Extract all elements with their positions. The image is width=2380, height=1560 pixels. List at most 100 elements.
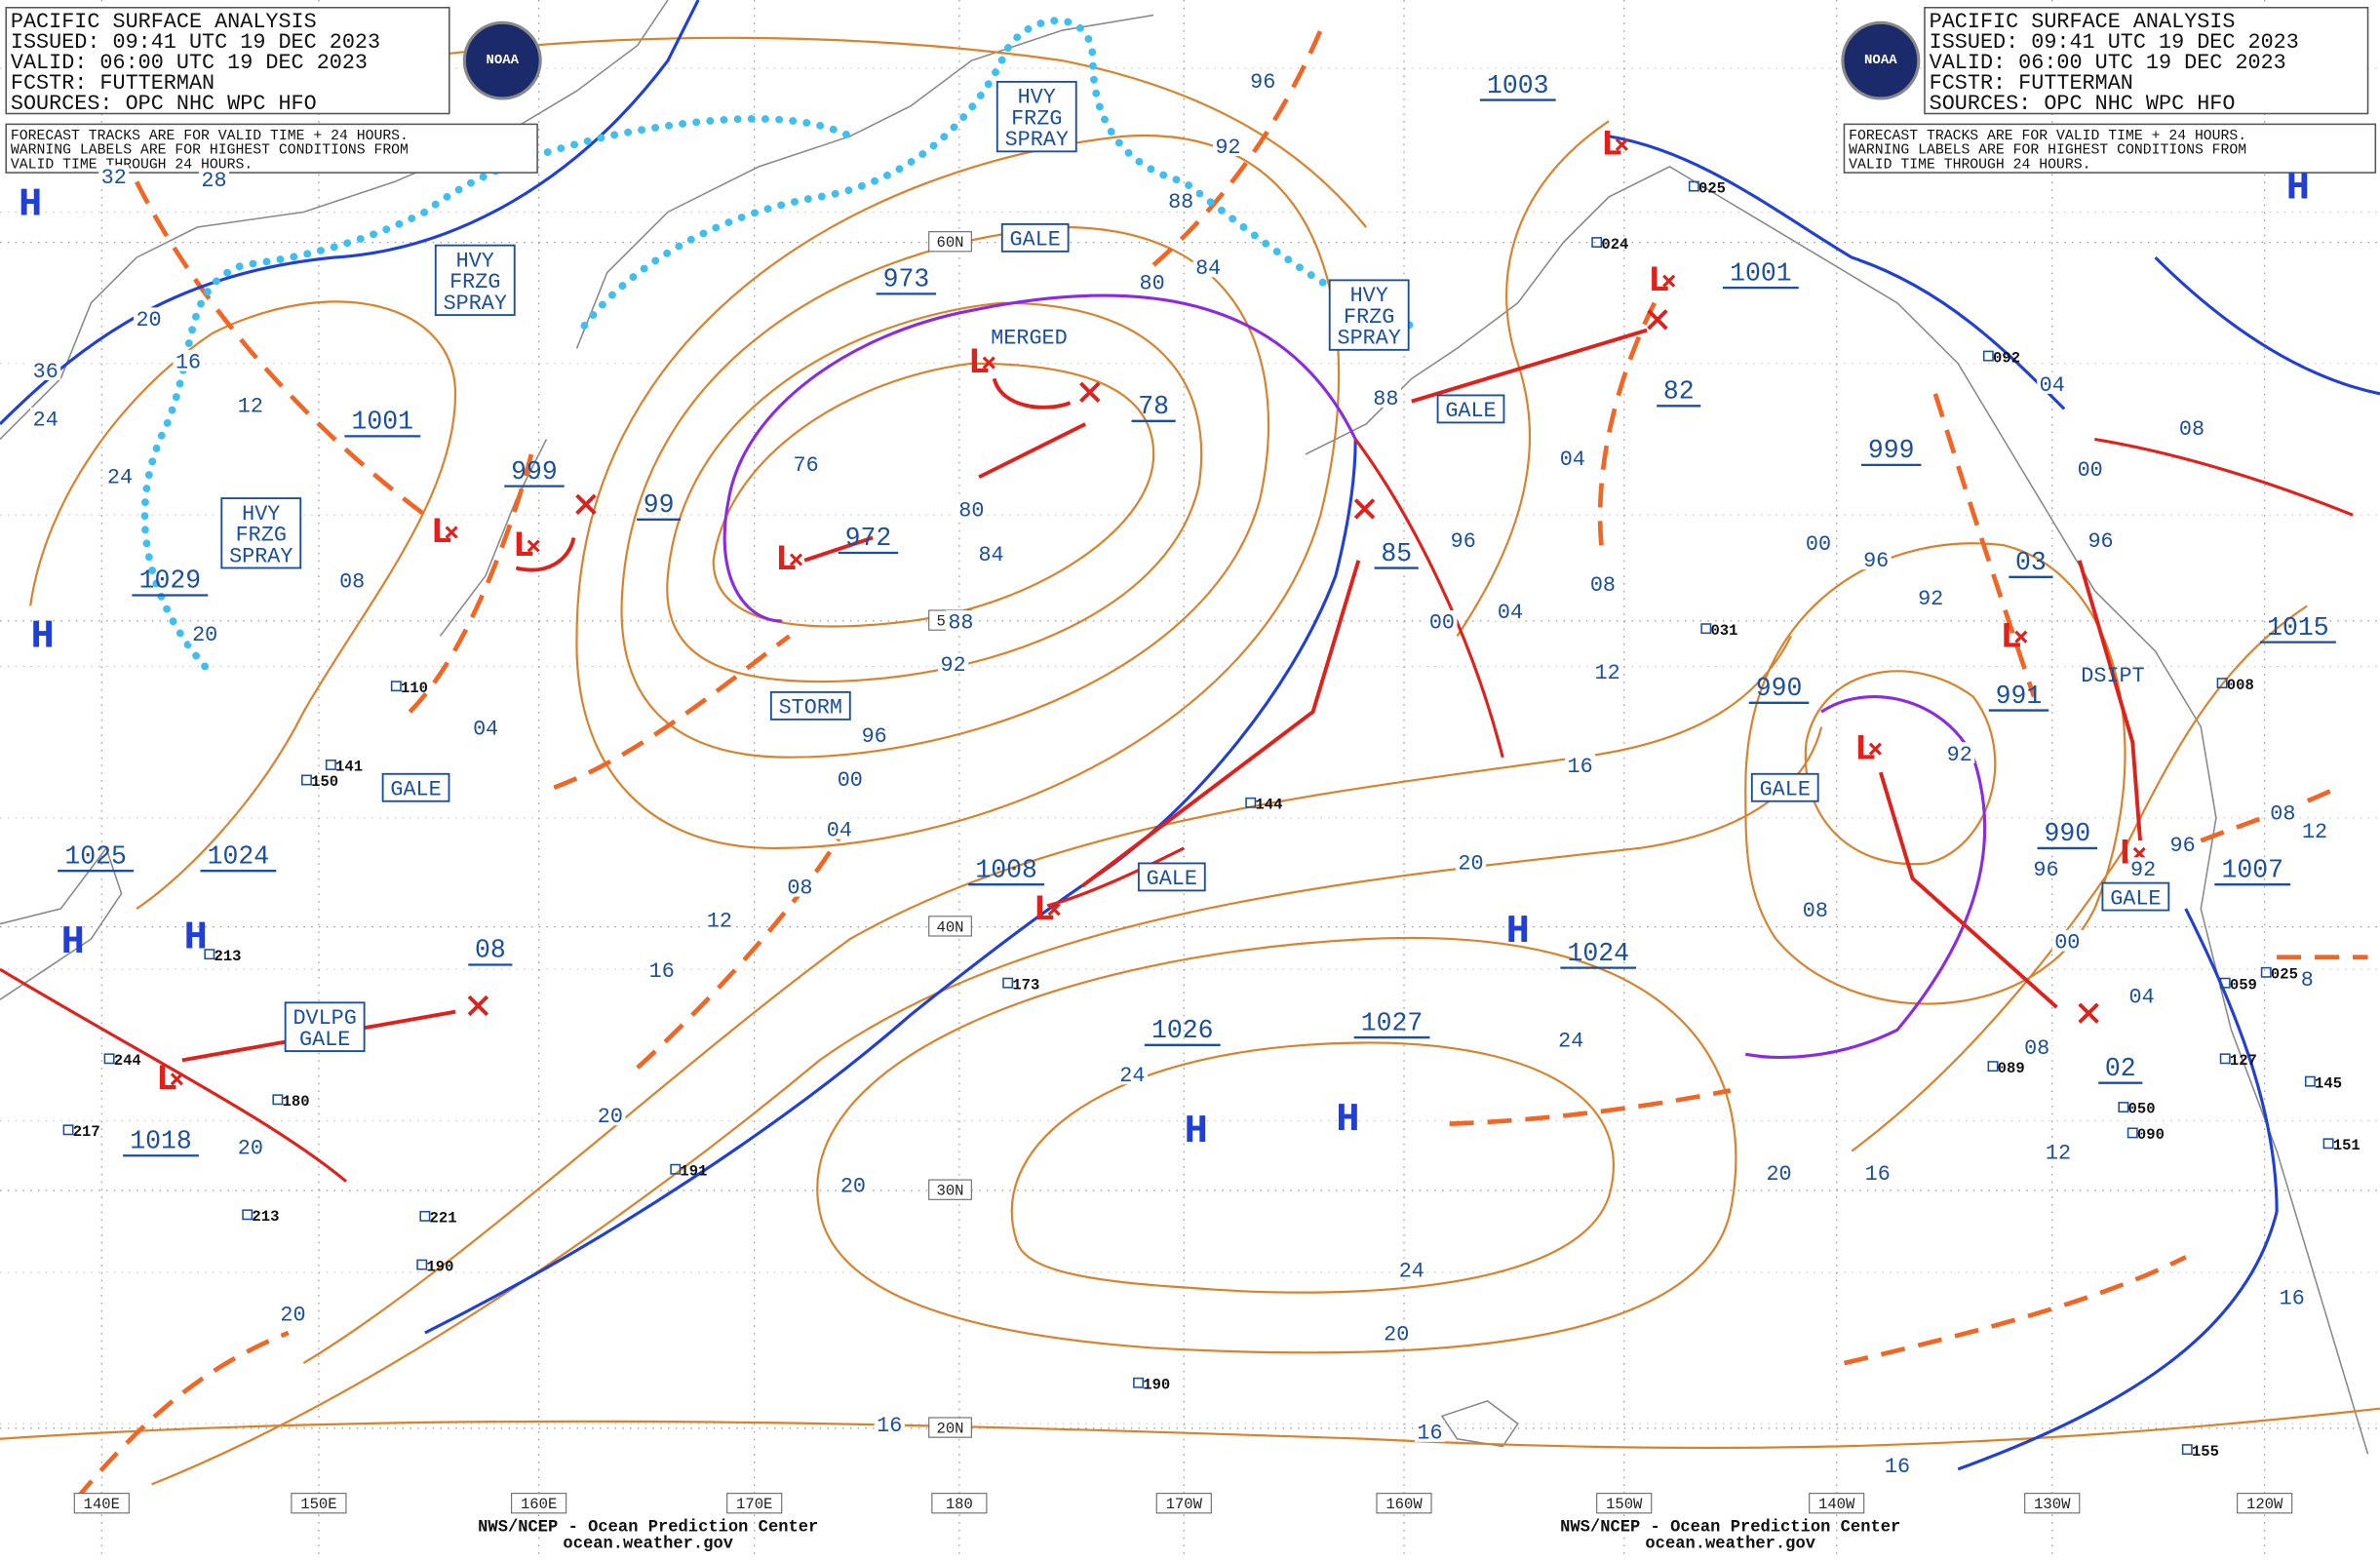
note-line: FORECAST TRACKS ARE FOR VALID TIME + 24 … [1849, 129, 2246, 144]
warning-text: GALE [299, 1028, 350, 1052]
isobar-label-bg [1370, 386, 1401, 408]
station-symbol [2304, 1075, 2316, 1087]
isobar-label-bg [704, 909, 735, 930]
isobar-label: 88 [948, 611, 973, 636]
isobar-label: 04 [2129, 985, 2155, 1009]
isobar-label-bg [2051, 929, 2083, 952]
station-pressure: 008 [2227, 677, 2254, 694]
isobar-label-bg [945, 610, 976, 632]
station-symbol [62, 1124, 74, 1136]
warning-text: SPRAY [1005, 128, 1069, 152]
longitude-label-box [1155, 1493, 1212, 1514]
trough [135, 180, 427, 518]
stationary-front [1608, 135, 2066, 410]
warning-box [1436, 394, 1505, 424]
station-symbol [670, 1163, 682, 1175]
footer-line: ocean.weather.gov [563, 1536, 733, 1554]
station-pressure: 024 [1601, 236, 1628, 254]
isobar-label-bg [956, 498, 987, 520]
longitude-label-box [2237, 1493, 2293, 1514]
isobar-label: 04 [473, 717, 498, 741]
trough [636, 816, 852, 1070]
center-pressure: 99 [644, 490, 675, 520]
isobar-label: 00 [838, 768, 863, 793]
isobar-label: 16 [1568, 755, 1593, 779]
isobar-label-bg [198, 168, 230, 190]
cold-front [1957, 908, 2279, 1471]
isobar-label-bg [189, 622, 220, 644]
isobar-label-bg [30, 407, 61, 429]
station-pressure: 150 [311, 773, 338, 791]
isobar-label-bg [133, 307, 165, 330]
station-symbol [2216, 678, 2228, 689]
isobar-label: 96 [2170, 834, 2196, 858]
warning-box [434, 244, 516, 317]
isobar [1804, 670, 1997, 866]
isobar-label: 00 [2054, 930, 2080, 955]
isobar-label: 20 [1384, 1323, 1409, 1347]
center-pressure: 973 [883, 265, 930, 294]
isobar-label: 20 [1766, 1162, 1791, 1187]
isobar-label-bg [98, 165, 130, 187]
isobar-label: 00 [2078, 458, 2103, 483]
station-pressure: 221 [430, 1210, 457, 1228]
isobar-label-bg [1426, 610, 1458, 632]
isobar-label: 04 [827, 818, 852, 842]
isobar-label: 16 [649, 959, 675, 984]
station-pressure: 025 [1698, 179, 1726, 197]
isobar [620, 225, 1270, 759]
station-pressure: 127 [2230, 1052, 2257, 1070]
station-pressure: 190 [1143, 1376, 1170, 1393]
low-center: L [1034, 890, 1055, 931]
note-line: VALID TIME THROUGH 24 HOURS. [1849, 157, 2090, 173]
isobar [816, 936, 1737, 1354]
warning-box [1137, 862, 1206, 892]
station-symbol [2260, 966, 2272, 978]
latitude-label-box [928, 1179, 972, 1200]
station-pressure: 031 [1710, 622, 1737, 640]
warning-text: GALE [1147, 867, 1197, 891]
note-line: FORECAST TRACKS ARE FOR VALID TIME + 24 … [11, 129, 409, 144]
low-position-x [445, 526, 458, 539]
note-box [5, 123, 538, 174]
isobar-label: 24 [1399, 1260, 1424, 1284]
longitude-label: 150E [300, 1496, 336, 1513]
high-center: H [1185, 1110, 1208, 1154]
isobar-label-bg [1212, 135, 1243, 156]
low-position-x [789, 553, 803, 566]
note-box [1843, 123, 2377, 174]
latitude-label-box [928, 231, 972, 253]
isobar-label: 92 [2130, 858, 2156, 882]
station-symbol [390, 681, 402, 692]
warning-box [995, 80, 1077, 153]
warning-box [1328, 279, 1410, 351]
station-pressure: 050 [2128, 1101, 2156, 1118]
isobar-label-bg [938, 652, 969, 675]
longitude-label: 130W [2034, 1496, 2071, 1513]
isobar-label-bg [2167, 833, 2199, 855]
station-symbol [272, 1094, 284, 1106]
noaa-logos [462, 20, 1921, 100]
station-symbol [419, 1210, 431, 1222]
occluded-front [722, 293, 1357, 623]
fronts [0, 0, 2380, 1471]
logo-text: NOAA [486, 53, 519, 68]
isobar-label-bg [2030, 857, 2062, 878]
low-position-x [1662, 274, 1676, 288]
footer-line: NWS/NCEP - Ocean Prediction Center [1560, 1518, 1900, 1537]
station-pressure: 213 [252, 1208, 279, 1226]
isobar-label: 16 [2280, 1286, 2305, 1310]
station-pressure: 090 [2137, 1126, 2165, 1144]
longitude-label: 180 [946, 1496, 973, 1513]
longitude-label-box [1596, 1493, 1653, 1514]
isobar-label: 84 [1195, 256, 1221, 281]
center-pressure: 03 [2015, 548, 2047, 577]
isobar-label: 88 [1168, 190, 1193, 214]
center-pressure: 1001 [1730, 258, 1792, 288]
high-center: H [30, 614, 54, 659]
isobar-label: 12 [707, 910, 732, 934]
isobar-label: 96 [2087, 529, 2113, 554]
low-center: L [2000, 617, 2021, 658]
isobar-label: 08 [2270, 801, 2295, 826]
latitude-label: 20N [937, 1421, 964, 1438]
